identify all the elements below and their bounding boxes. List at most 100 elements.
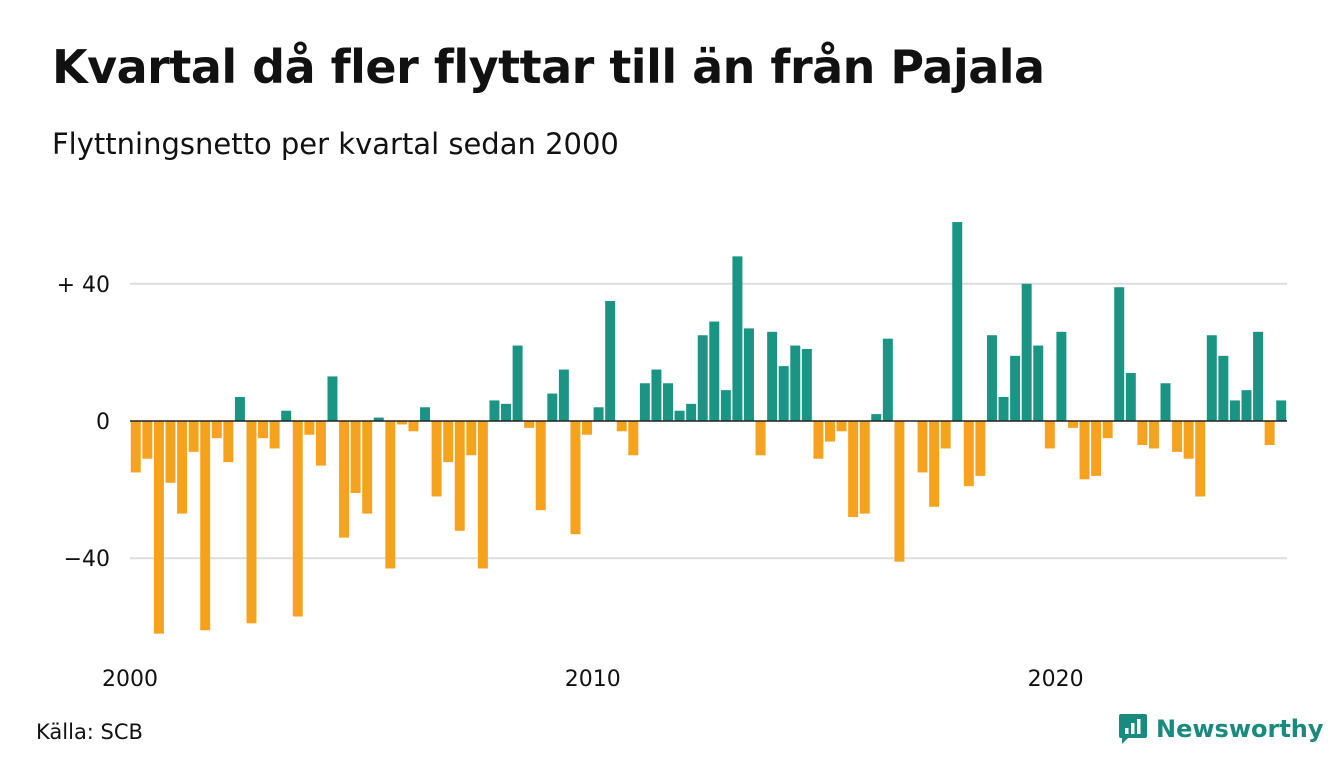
bar (778, 366, 789, 421)
bar (1114, 287, 1125, 421)
bar (1172, 421, 1183, 452)
bar (1264, 421, 1275, 446)
bar (1160, 383, 1171, 421)
bar (1125, 372, 1136, 421)
bar (234, 396, 245, 421)
bar (258, 421, 269, 439)
bar (570, 421, 581, 535)
bar (986, 335, 997, 421)
bar (246, 421, 257, 624)
bar (431, 421, 442, 497)
bar (350, 421, 361, 494)
bar (558, 369, 569, 421)
bar (489, 400, 500, 421)
bar (998, 396, 1009, 421)
bar (1229, 400, 1240, 421)
bar (755, 421, 766, 456)
bar (373, 417, 384, 421)
bar (524, 421, 535, 428)
bar (605, 300, 616, 421)
x-tick-label: 2010 (565, 667, 621, 692)
bar (408, 421, 419, 432)
bar (211, 421, 222, 439)
y-tick-label: −40 (64, 547, 110, 572)
bar (501, 403, 512, 421)
bar (929, 421, 940, 507)
bar (292, 421, 303, 617)
bar (836, 421, 847, 432)
bar (639, 383, 650, 421)
bar (1253, 331, 1264, 421)
bar (1137, 421, 1148, 446)
bar (1067, 421, 1078, 428)
bar (420, 407, 431, 421)
bar (466, 421, 477, 456)
bar (362, 421, 373, 514)
bar (825, 421, 835, 442)
bar (767, 331, 778, 421)
y-tick-label: + 40 (57, 273, 110, 298)
bar (200, 421, 211, 631)
bar (720, 390, 731, 421)
newsworthy-logo-icon (1119, 714, 1147, 744)
bar-chart: + 40 0 −40 2000 2010 2020 (57, 222, 1287, 692)
bar (223, 421, 234, 463)
bar (616, 421, 627, 432)
bar (871, 414, 882, 421)
x-tick-label: 2000 (102, 667, 158, 692)
source-note: Källa: SCB (36, 720, 143, 744)
bar (975, 421, 986, 476)
bar (882, 338, 893, 421)
bar (1079, 421, 1090, 480)
bar (1195, 421, 1206, 497)
bar (396, 421, 407, 425)
bar (790, 345, 801, 421)
bar (651, 369, 662, 421)
bar (535, 421, 546, 511)
bar (454, 421, 465, 531)
bar (165, 421, 176, 483)
chart-subtitle: Flyttningsnetto per kvartal sedan 2000 (52, 127, 619, 161)
bar (801, 348, 812, 421)
bar (1021, 283, 1032, 421)
chart-title: Kvartal då fler flyttar till än från Paj… (52, 40, 1045, 94)
bar (917, 421, 928, 473)
bar (339, 421, 350, 538)
bar (963, 421, 974, 487)
bar (1218, 355, 1229, 421)
bar (1033, 345, 1044, 421)
bar (188, 421, 199, 452)
bar (1056, 331, 1067, 421)
bar (269, 421, 280, 449)
bar (315, 421, 326, 466)
bar (177, 421, 188, 514)
bar (709, 321, 720, 421)
bar (142, 421, 153, 459)
bar (859, 421, 870, 514)
bar (697, 335, 708, 421)
bar (443, 421, 454, 463)
bar (1206, 335, 1217, 421)
brand-logo[interactable]: Newsworthy (1118, 712, 1324, 746)
bar (663, 383, 673, 421)
bars (130, 222, 1287, 634)
bar (1010, 355, 1021, 421)
bar (674, 410, 685, 421)
bar (477, 421, 488, 569)
bar (1148, 421, 1159, 449)
bar (894, 421, 905, 562)
bar (1091, 421, 1102, 476)
bar (304, 421, 315, 435)
bar (281, 410, 292, 421)
bar (327, 376, 338, 421)
bar (848, 421, 859, 518)
bar (628, 421, 639, 456)
grid-lines (130, 282, 1287, 560)
bar (512, 345, 523, 421)
bar (1044, 421, 1055, 449)
bar (813, 421, 824, 459)
bar (732, 256, 743, 421)
bar (940, 421, 951, 449)
axis-labels: + 40 0 −40 2000 2010 2020 (57, 273, 1084, 692)
x-tick-label: 2020 (1028, 667, 1084, 692)
